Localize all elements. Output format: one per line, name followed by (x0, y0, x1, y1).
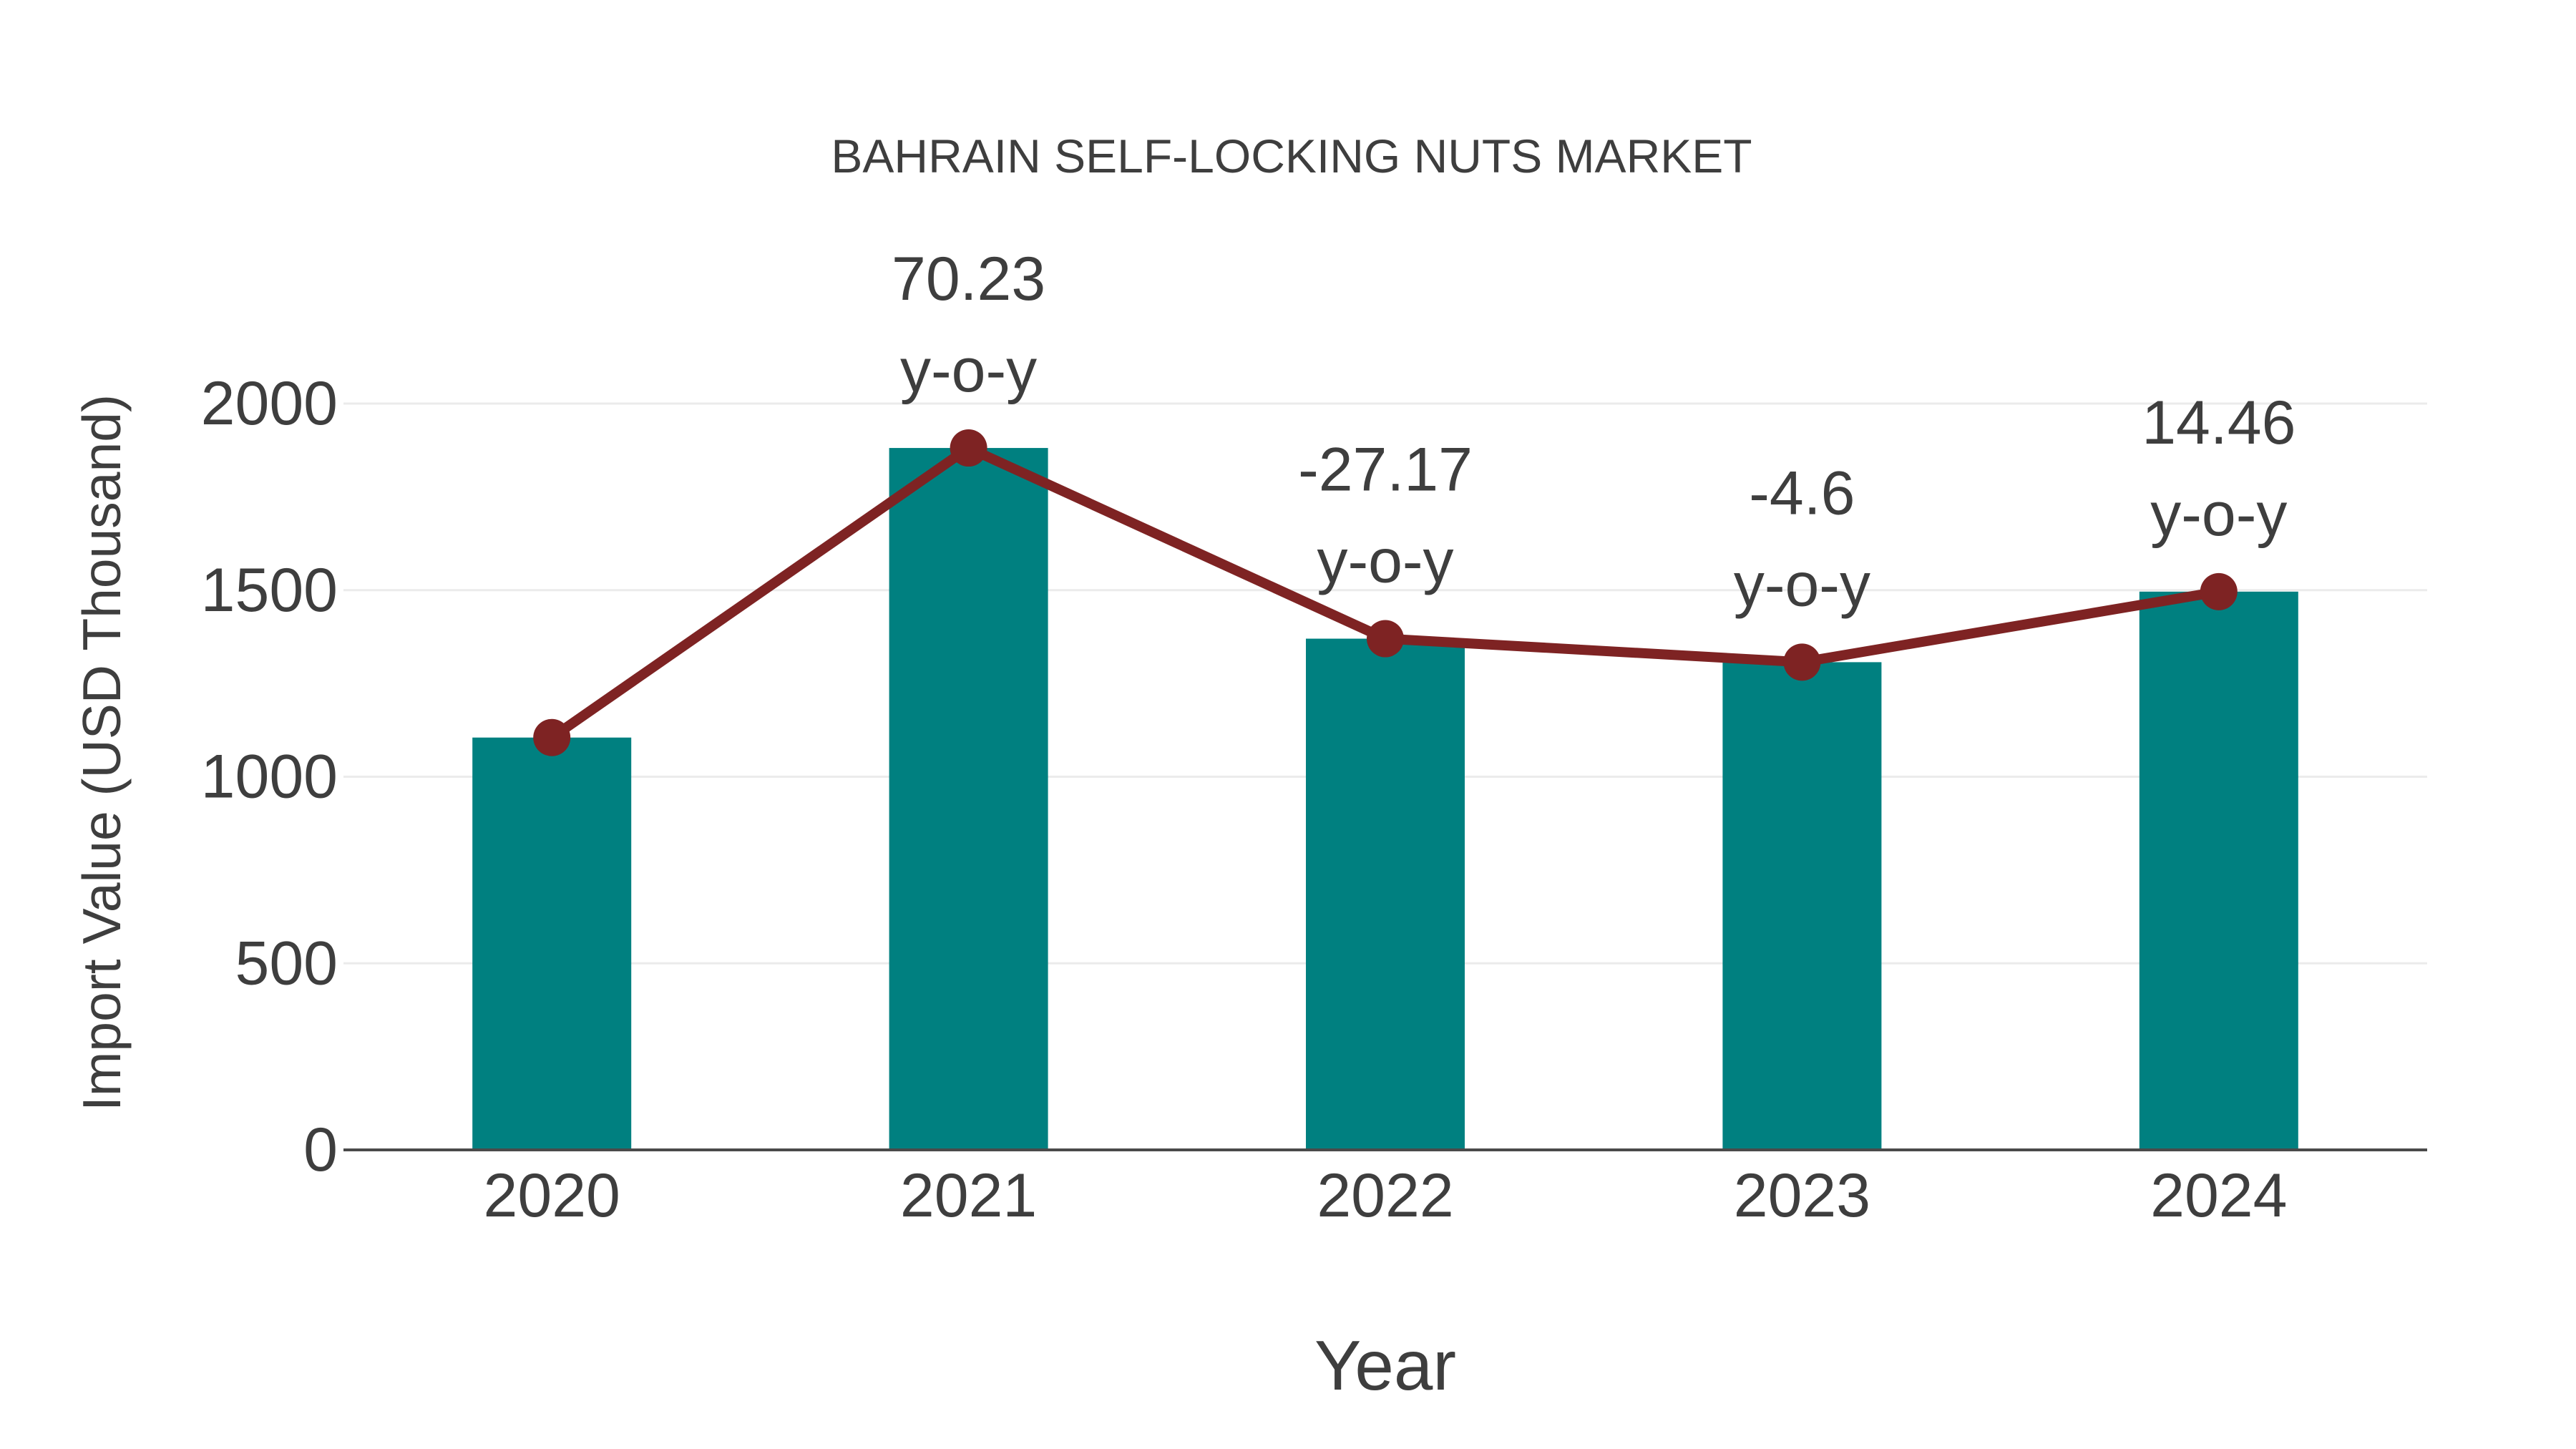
trend-marker-2022 (1367, 620, 1404, 658)
y-tick-label: 0 (303, 1116, 338, 1184)
bar-2023 (1722, 662, 1882, 1150)
y-tick-label: 1000 (201, 743, 338, 811)
bar-2022 (1306, 638, 1465, 1150)
bar-2024 (2139, 591, 2298, 1150)
y-tick-label: 2000 (201, 369, 338, 438)
annotation-suffix: y-o-y (900, 336, 1037, 405)
y-tick-label: 500 (235, 929, 338, 997)
annotation-suffix: y-o-y (1734, 550, 1870, 619)
annotation-suffix: y-o-y (2150, 480, 2287, 549)
bar-2020 (472, 737, 632, 1150)
y-tick-label: 1500 (201, 556, 338, 625)
x-tick-label: 2022 (1317, 1161, 1453, 1230)
annotation-value: 14.46 (2142, 389, 2296, 457)
x-tick-label: 2024 (2150, 1161, 2287, 1230)
annotation-value: -27.17 (1298, 436, 1473, 504)
chart-title: BAHRAIN SELF-LOCKING NUTS MARKET (831, 130, 1752, 182)
bar-2021 (889, 448, 1048, 1150)
trend-marker-2023 (1783, 643, 1821, 681)
x-tick-label: 2021 (900, 1161, 1037, 1230)
trend-marker-2021 (950, 429, 987, 467)
trend-marker-2020 (533, 718, 571, 756)
y-axis-title: Import Value (USD Thousand) (72, 394, 132, 1111)
x-axis-title: Year (1314, 1326, 1456, 1405)
x-tick-label: 2020 (484, 1161, 620, 1230)
x-tick-label: 2023 (1734, 1161, 1870, 1230)
trend-marker-2024 (2200, 572, 2238, 610)
annotation-value: -4.6 (1749, 459, 1855, 527)
annotation-value: 70.23 (892, 245, 1045, 313)
annotation-suffix: y-o-y (1317, 527, 1453, 596)
